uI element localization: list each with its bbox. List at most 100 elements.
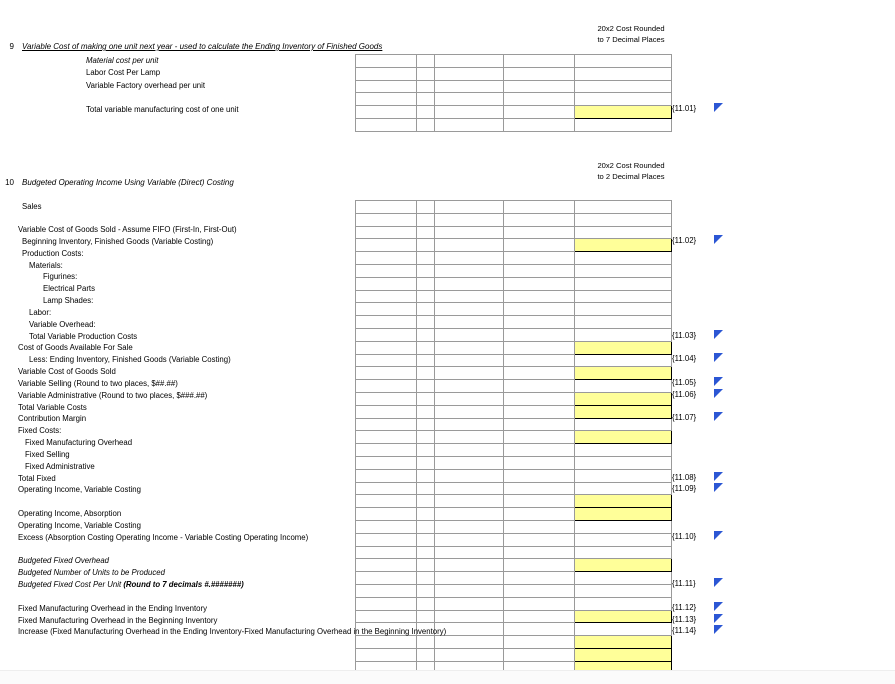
grid-cell[interactable] [416,430,435,445]
answer-cell-11-08[interactable] [574,494,672,509]
grid-cell[interactable] [434,622,504,637]
grid-cell[interactable] [416,353,435,368]
grid-cell[interactable] [416,596,435,611]
grid-cell[interactable] [434,79,504,94]
grid-cell[interactable] [355,519,417,534]
grid-cell[interactable] [574,263,672,278]
grid-cell[interactable] [574,622,672,637]
grid-cell[interactable] [503,417,575,432]
grid-cell[interactable] [503,430,575,445]
grid-cell[interactable] [503,455,575,470]
flag-icon[interactable] [714,376,723,386]
grid-cell[interactable] [434,379,504,393]
grid-cell[interactable] [503,366,575,381]
grid-cell[interactable] [355,340,417,355]
grid-cell[interactable] [434,353,504,368]
grid-cell[interactable] [574,596,672,611]
answer-cell-11-13[interactable] [574,647,672,662]
flag-icon[interactable] [714,625,723,635]
grid-cell[interactable] [434,251,504,265]
grid-cell[interactable] [416,379,435,393]
grid-cell[interactable] [503,327,575,342]
grid-cell[interactable] [355,289,417,304]
grid-cell[interactable] [503,558,575,573]
flag-icon[interactable] [714,234,723,244]
grid-cell[interactable] [416,238,435,253]
grid-cell[interactable] [434,54,504,68]
grid-cell[interactable] [434,315,504,329]
grid-cell[interactable] [416,583,435,598]
answer-cell-11-12[interactable] [574,635,672,649]
grid-cell[interactable] [574,417,672,432]
grid-cell[interactable] [574,289,672,304]
answer-cell-11-04[interactable] [574,366,672,381]
grid-cell[interactable] [355,583,417,598]
grid-cell[interactable] [434,391,504,406]
grid-cell[interactable] [503,532,575,547]
grid-cell[interactable] [574,468,672,483]
grid-cell[interactable] [355,507,417,521]
grid-cell[interactable] [355,117,417,132]
grid-cell[interactable] [574,251,672,265]
answer-cell-11-10[interactable] [574,558,672,573]
grid-cell[interactable] [355,327,417,342]
grid-cell[interactable] [355,238,417,253]
grid-cell[interactable] [416,481,435,496]
grid-cell[interactable] [416,647,435,662]
grid-cell[interactable] [503,596,575,611]
grid-cell[interactable] [434,443,504,457]
grid-cell[interactable] [503,225,575,240]
grid-cell[interactable] [416,558,435,573]
grid-cell[interactable] [574,225,672,240]
grid-cell[interactable] [416,251,435,265]
grid-cell[interactable] [574,302,672,317]
answer-cell-11-03[interactable] [574,340,672,355]
grid-cell[interactable] [416,289,435,304]
grid-cell[interactable] [355,596,417,611]
grid-cell[interactable] [355,276,417,291]
flag-icon[interactable] [714,601,723,611]
answer-cell-11-01[interactable] [574,105,672,119]
grid-cell[interactable] [355,66,417,81]
grid-cell[interactable] [574,379,672,393]
grid-cell[interactable] [355,315,417,329]
grid-cell[interactable] [416,545,435,560]
grid-cell[interactable] [355,251,417,265]
grid-cell[interactable] [416,315,435,329]
grid-cell[interactable] [355,263,417,278]
grid-cell[interactable] [355,79,417,94]
answer-cell-11-06[interactable] [574,404,672,419]
grid-cell[interactable] [503,54,575,68]
flag-icon[interactable] [714,578,723,588]
flag-icon[interactable] [714,353,723,363]
grid-cell[interactable] [574,455,672,470]
grid-cell[interactable] [574,571,672,585]
flag-icon[interactable] [714,388,723,398]
grid-cell[interactable] [503,212,575,227]
grid-cell[interactable] [416,54,435,68]
grid-cell[interactable] [574,276,672,291]
grid-cell[interactable] [434,609,504,624]
grid-cell[interactable] [416,609,435,624]
grid-cell[interactable] [503,105,575,119]
grid-cell[interactable] [574,583,672,598]
grid-cell[interactable] [355,379,417,393]
grid-cell[interactable] [416,455,435,470]
grid-cell[interactable] [355,545,417,560]
grid-cell[interactable] [503,117,575,132]
grid-cell[interactable] [355,92,417,107]
grid-cell[interactable] [503,609,575,624]
grid-cell[interactable] [434,327,504,342]
grid-cell[interactable] [355,212,417,227]
grid-cell[interactable] [355,468,417,483]
flag-icon[interactable] [714,329,723,339]
grid-cell[interactable] [434,212,504,227]
grid-cell[interactable] [355,571,417,585]
grid-cell[interactable] [503,276,575,291]
grid-cell[interactable] [355,647,417,662]
grid-cell[interactable] [416,519,435,534]
grid-cell[interactable] [416,79,435,94]
grid-cell[interactable] [355,404,417,419]
grid-cell[interactable] [416,494,435,509]
answer-cell-11-11[interactable] [574,609,672,624]
